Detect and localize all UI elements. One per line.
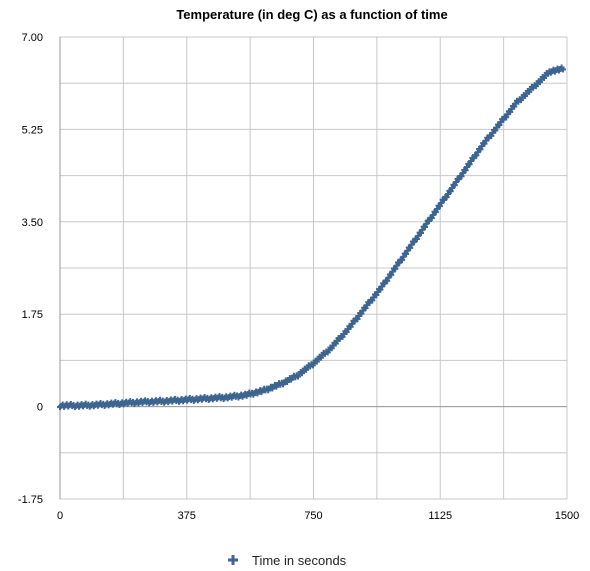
chart-title: Temperature (in deg C) as a function of … [176,7,447,22]
y-tick-label: 0 [37,402,43,414]
data-point [428,215,435,222]
data-point [417,229,424,236]
x-tick-label: 1500 [555,510,579,522]
data-point [407,244,414,251]
x-tick-label: 1125 [428,510,452,522]
data-point [388,271,395,278]
y-tick-label: 7.00 [22,32,43,44]
y-tick-label: 3.50 [22,217,43,229]
data-point [443,194,450,201]
data-point [473,152,480,159]
data-point [384,277,391,284]
tick-labels: 0 375 750 1125 1500 -1.75 0 1.75 3.50 5.25 7.00 [18,32,579,522]
data-point [477,146,484,153]
data-point [413,236,420,243]
data-point [403,250,410,257]
data-point [422,223,429,230]
data-point [462,167,469,174]
legend-marker-plus [228,555,238,565]
data-point [559,66,566,73]
x-tick-label: 375 [178,510,196,522]
data-point [432,209,439,216]
data-point [466,161,473,168]
data-point [377,286,384,293]
y-tick-label: 5.25 [22,124,43,136]
data-point [392,265,399,272]
data-point [399,256,406,263]
data-point [447,188,454,195]
data-point [458,173,465,180]
x-tick-label: 0 [57,510,63,522]
data-points [57,64,566,411]
y-tick-label: -1.75 [18,494,43,506]
legend: Time in seconds [228,553,347,568]
axes [59,37,567,499]
y-tick-label: 1.75 [22,309,43,321]
x-tick-label: 750 [304,510,322,522]
data-point [436,203,443,210]
legend-label: Time in seconds [252,553,347,568]
data-point [451,182,458,189]
